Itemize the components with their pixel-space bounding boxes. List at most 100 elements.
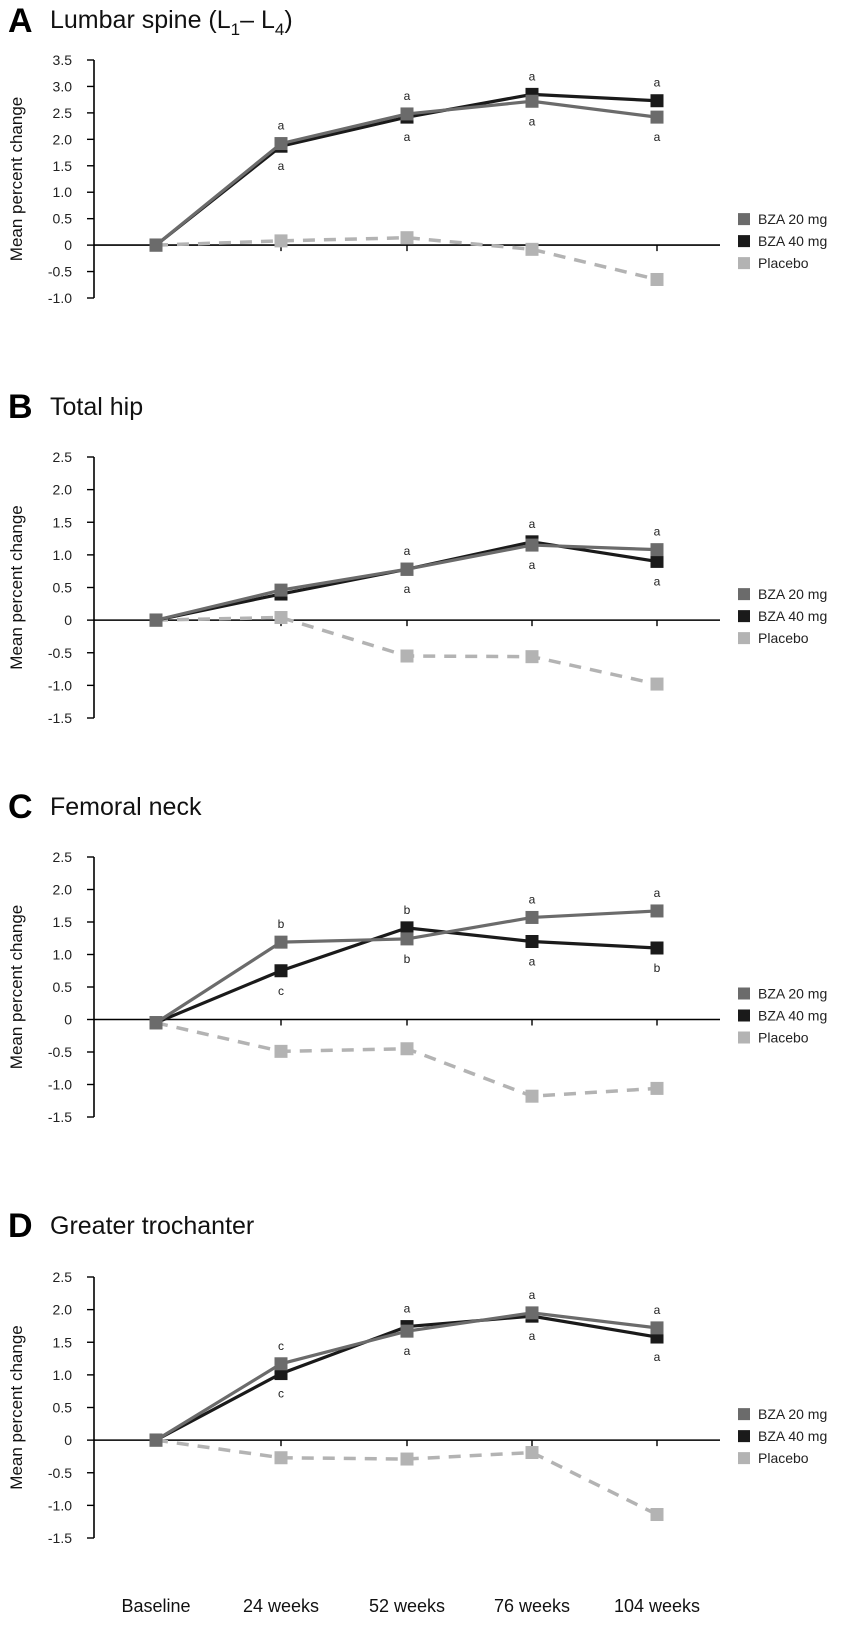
data-point xyxy=(400,231,414,245)
significance-marker: b xyxy=(404,903,411,917)
significance-marker: a xyxy=(529,892,536,906)
legend-label: BZA 20 mg xyxy=(758,211,827,227)
y-tick-label: -0.5 xyxy=(48,1465,72,1481)
significance-marker: a xyxy=(654,574,661,588)
legend-label: BZA 40 mg xyxy=(758,233,827,249)
significance-marker: a xyxy=(404,582,411,596)
y-tick-label: 1.5 xyxy=(53,914,73,930)
y-tick-label: 1.0 xyxy=(53,547,73,563)
significance-marker: a xyxy=(404,1344,411,1358)
data-point xyxy=(274,234,288,248)
data-point xyxy=(274,1357,288,1371)
significance-marker: a xyxy=(404,89,411,103)
legend-label: Placebo xyxy=(758,630,809,646)
y-tick-label: -0.5 xyxy=(48,645,72,661)
y-axis-label: Mean percent change xyxy=(7,1325,26,1489)
panel-letter: B xyxy=(8,388,33,426)
significance-marker: b xyxy=(404,952,411,966)
data-point xyxy=(650,94,664,108)
panel-title: Femoral neck xyxy=(50,793,202,821)
y-tick-label: 0.5 xyxy=(53,211,73,227)
y-tick-label: -1.5 xyxy=(48,1109,72,1125)
y-tick-label: 0 xyxy=(64,237,72,253)
y-tick-label: -1.0 xyxy=(48,677,72,693)
y-tick-label: 2.0 xyxy=(53,1302,73,1318)
significance-marker: c xyxy=(278,1339,284,1353)
significance-marker: a xyxy=(529,558,536,572)
data-point xyxy=(525,242,539,256)
data-point xyxy=(525,1446,539,1460)
legend-swatch xyxy=(738,588,750,601)
legend-label: Placebo xyxy=(758,1450,809,1466)
y-tick-label: -0.5 xyxy=(48,264,72,280)
significance-marker: a xyxy=(529,69,536,83)
significance-marker: a xyxy=(529,955,536,969)
data-point xyxy=(149,613,163,627)
significance-marker: a xyxy=(529,517,536,531)
panel-letter: C xyxy=(8,788,33,826)
significance-marker: a xyxy=(404,1302,411,1316)
panel-title: Greater trochanter xyxy=(50,1212,254,1240)
series-line-placebo xyxy=(155,1438,658,1517)
y-tick-label: 2.0 xyxy=(53,131,73,147)
data-point xyxy=(525,94,539,108)
y-tick-label: 1.5 xyxy=(53,158,73,174)
y-tick-label: -1.0 xyxy=(48,290,72,306)
legend-swatch xyxy=(738,1452,750,1465)
legend-swatch xyxy=(738,1408,750,1421)
data-point xyxy=(274,1044,288,1058)
panel-B: B Total hip -1.5 -1.0 -0.5 0 0.5 1.0 1.5 2.0 2.5 Me… xyxy=(7,388,827,726)
data-point xyxy=(274,583,288,597)
y-tick-label: -1.5 xyxy=(48,1530,72,1546)
legend-label: Placebo xyxy=(758,255,809,271)
y-tick-label: 2.5 xyxy=(53,105,73,121)
legend-label: Placebo xyxy=(758,1030,809,1046)
panel-letter: A xyxy=(8,2,33,40)
legend-swatch xyxy=(738,213,750,226)
series-line-placebo xyxy=(155,1021,658,1098)
y-tick-label: 2.5 xyxy=(53,1269,73,1285)
data-point xyxy=(525,650,539,664)
y-tick-label: 0 xyxy=(64,1012,72,1028)
y-tick-label: 0 xyxy=(64,612,72,628)
significance-marker: b xyxy=(654,961,661,975)
y-axis-label: Mean percent change xyxy=(7,905,26,1069)
legend-swatch xyxy=(738,632,750,645)
y-tick-label: -1.0 xyxy=(48,1497,72,1513)
data-point xyxy=(650,543,664,557)
y-axis-label: Mean percent change xyxy=(7,97,26,261)
y-tick-label: 3.0 xyxy=(53,78,73,94)
x-tick-label: Baseline xyxy=(121,1596,190,1616)
significance-marker: a xyxy=(654,886,661,900)
significance-marker: a xyxy=(654,1303,661,1317)
y-tick-label: 0 xyxy=(64,1432,72,1448)
legend-swatch xyxy=(738,235,750,248)
y-tick-label: 1.5 xyxy=(53,1334,73,1350)
data-point xyxy=(400,1324,414,1338)
data-point xyxy=(650,677,664,691)
data-point xyxy=(274,964,288,978)
x-tick-label: 24 weeks xyxy=(243,1596,319,1616)
legend-label: BZA 40 mg xyxy=(758,608,827,624)
data-point xyxy=(525,1089,539,1103)
data-point xyxy=(650,554,664,568)
y-tick-label: 0.5 xyxy=(53,580,73,596)
data-point xyxy=(650,1508,664,1522)
data-point xyxy=(525,910,539,924)
data-point xyxy=(274,611,288,625)
significance-marker: a xyxy=(529,1288,536,1302)
y-tick-label: 3.5 xyxy=(53,52,73,68)
x-tick-label: 76 weeks xyxy=(494,1596,570,1616)
y-tick-label: 2.5 xyxy=(53,449,73,465)
data-point xyxy=(400,649,414,663)
x-tick-label: 104 weeks xyxy=(614,1596,700,1616)
significance-marker: b xyxy=(278,917,285,931)
panel-letter: D xyxy=(8,1207,33,1245)
legend-swatch xyxy=(738,610,750,623)
data-point xyxy=(400,562,414,576)
significance-marker: a xyxy=(278,159,285,173)
legend-swatch xyxy=(738,1009,750,1022)
data-point xyxy=(650,1321,664,1335)
panel-C: C Femoral neck -1.5 -1.0 -0.5 0 0.5 1.0 1.5 2.0 2.… xyxy=(7,788,827,1125)
